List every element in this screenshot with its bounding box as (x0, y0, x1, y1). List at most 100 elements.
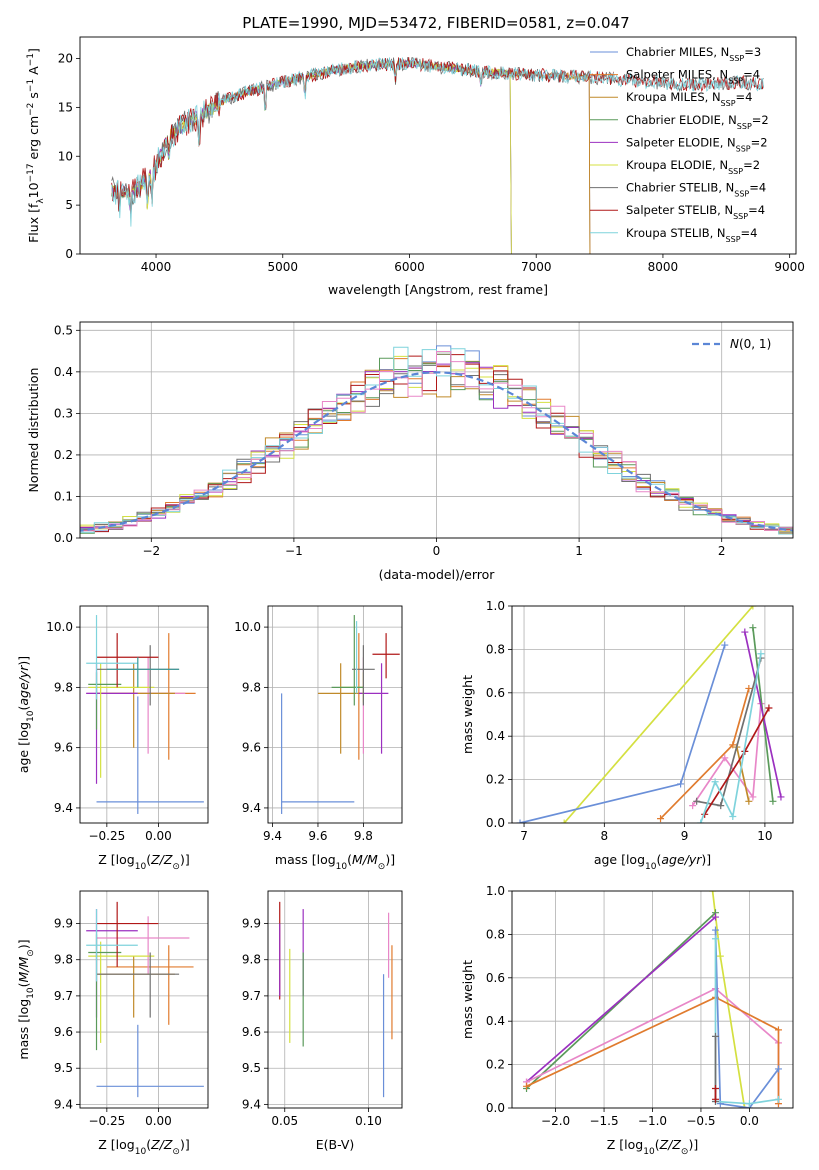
legend-name: Salpeter ELODIE, N (626, 135, 736, 149)
weight-marker (560, 819, 568, 823)
axes-frame (79, 321, 794, 539)
legend-symbol: N (730, 337, 739, 351)
x-tick-label: −1.0 (638, 1114, 667, 1128)
legend-name: Kroupa MILES, N (626, 90, 721, 104)
label-part: −2 (26, 103, 36, 116)
label-part: M/M (16, 956, 31, 982)
spectrum-line (111, 58, 512, 254)
axes: −0.25 0.009.49.69.810.0Z [log10(Z/Z⊙)]age… (16, 605, 209, 872)
label-part: mass [log (16, 999, 31, 1060)
axes-frame (267, 605, 403, 824)
label-part: log (317, 852, 336, 867)
legend-sub: SSP (736, 144, 751, 153)
legend-sub: SSP (737, 121, 752, 130)
legend-sub: SSP (728, 167, 743, 176)
axes-frame (511, 605, 794, 824)
label-part: Flux [f (26, 203, 41, 243)
weight-marker (741, 1104, 749, 1108)
y-tick-label: 9.5 (54, 1061, 73, 1075)
x-axis-label: Z [log10(Z/Z⊙)] (98, 1137, 189, 1157)
label-part: log (116, 1137, 135, 1152)
label-part: Z/Z (659, 1137, 682, 1152)
weight-line (714, 938, 779, 1105)
x-tick-label: 5000 (267, 260, 298, 274)
label-part: )] (701, 852, 711, 867)
x-tick-label: 0.0 (740, 1114, 759, 1128)
legend: Chabrier MILES, NSSP=3 Salpeter MILES, N S… (590, 45, 769, 243)
legend-entry: Chabrier MILES, NSSP=3 (626, 45, 761, 63)
x-tick-label: −1.5 (589, 1114, 618, 1128)
y-axis-label: mass weight (460, 960, 475, 1039)
plot-area (86, 615, 204, 814)
legend-sub: SSP (733, 212, 748, 221)
label-part: s (26, 92, 41, 103)
x-tick-label: 8000 (648, 260, 679, 274)
weight-marker (774, 1026, 782, 1034)
label-part: −17 (26, 163, 36, 182)
label-part: ( (16, 706, 31, 711)
grid (80, 606, 208, 823)
legend-name: Chabrier ELODIE, N (626, 113, 737, 127)
label-part: ( (16, 982, 31, 987)
weight-line (714, 930, 780, 1108)
label-part: age/yr (16, 665, 31, 706)
label-part: )] (16, 656, 31, 666)
label-part: erg cm (26, 116, 41, 164)
plot-area (80, 345, 793, 537)
label-part: )] (16, 939, 31, 949)
legend-name: Chabrier STELIB, N (626, 181, 734, 195)
label-part: ( (656, 852, 661, 867)
residuals-panel: −2 −1 0 1 2 0.0 0.1 0.2 0.3 0.4 0.5 (data-model)/er… (26, 321, 794, 582)
legend: N(0, 1) (692, 337, 771, 351)
axes: −2 −1 0 1 2 0.0 0.1 0.2 0.3 0.4 0.5 (data-model)/er… (26, 321, 794, 582)
y-axis-label: Normed distribution (26, 368, 41, 493)
y-tick-label: 9.6 (54, 1025, 73, 1039)
label-part: ( (146, 852, 151, 867)
weight-line (699, 653, 762, 823)
y-tick-label: 9.4 (242, 801, 261, 815)
weight-line (519, 644, 726, 823)
y-axis-label: Flux [fλ10−17 erg cm−2 s−1 A−1] (26, 48, 46, 243)
weight-marker (516, 819, 524, 823)
legend-value: =4 (748, 203, 765, 217)
y-tick-label: 0.4 (486, 1014, 505, 1028)
y-tick-label: 0.4 (486, 729, 505, 743)
y-axis-label: mass [log10(M/M⊙)] (16, 939, 36, 1059)
weight-marker (657, 815, 665, 823)
label-part: −1 (26, 79, 36, 92)
weight-marker (717, 802, 725, 810)
plot-area (111, 57, 764, 254)
label-part: M/M (352, 852, 378, 867)
label-part: 10 (643, 1147, 655, 1157)
label-part: Z [ (98, 1137, 115, 1152)
label-part: log (624, 1137, 643, 1152)
x-tick-label: 10 (757, 829, 772, 843)
weight-marker (711, 926, 719, 934)
y-tick-label: 0.8 (486, 927, 505, 941)
y-tick-label: 1.0 (486, 884, 505, 898)
y-tick-label: 9.8 (54, 953, 73, 967)
weight-line (743, 631, 782, 798)
y-tick-label: 0.0 (486, 1101, 505, 1115)
label-part: 10 (26, 182, 41, 198)
x-tick-label: 9.8 (354, 829, 373, 843)
legend-entry: N(0, 1) (730, 337, 771, 351)
legend-entry: Kroupa ELODIE, NSSP=2 (626, 158, 760, 176)
weight-marker (749, 624, 757, 632)
axes-frame (79, 605, 209, 824)
x-tick-label: 9.4 (263, 829, 282, 843)
legend-name: Salpeter MILES, N (626, 68, 728, 82)
y-tick-label: 9.9 (242, 917, 261, 931)
legend-value: =4 (736, 90, 753, 104)
x-axis-label: Z [log10(Z/Z⊙)] (98, 852, 189, 872)
label-part: 10 (336, 862, 348, 872)
x-tick-label: −2 (142, 544, 160, 558)
weight-marker (769, 797, 777, 805)
spectrum-line (111, 59, 591, 254)
weight-marker (729, 812, 737, 820)
weight-line (525, 916, 717, 1083)
spectrum-line (111, 59, 512, 254)
axes-frame (79, 36, 797, 255)
weight-marker (721, 754, 729, 762)
x-tick-label: 0.00 (145, 1114, 172, 1128)
